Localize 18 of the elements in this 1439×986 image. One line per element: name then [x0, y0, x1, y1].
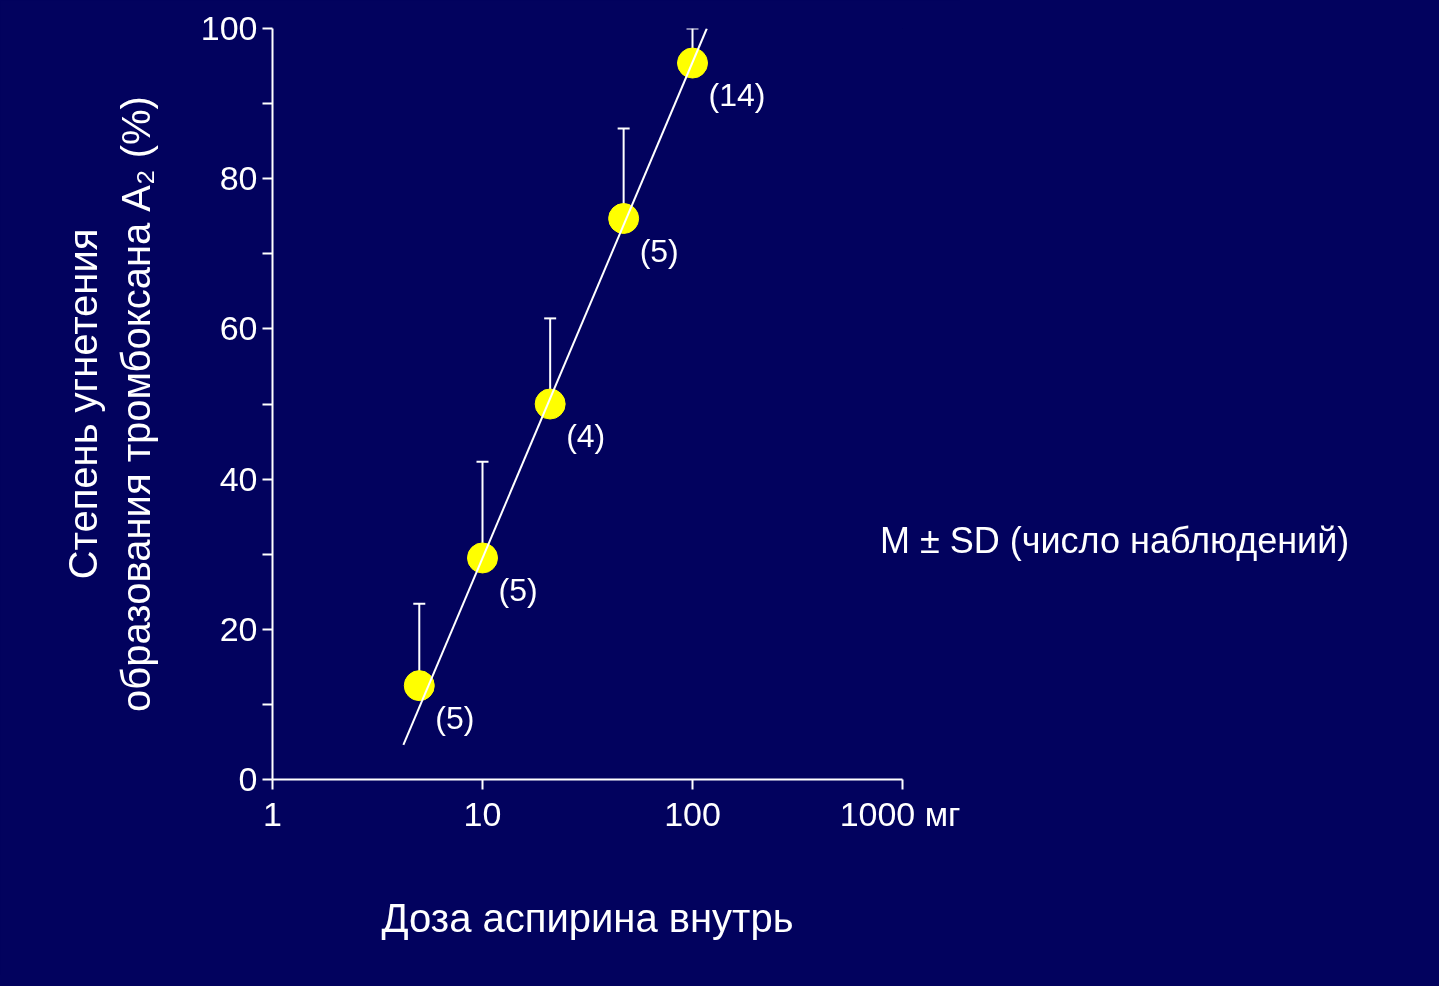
x-tick-label: 10 — [463, 794, 502, 833]
annotation: (5) — [639, 232, 679, 269]
x-tick-label: 1 — [263, 794, 282, 833]
x-tick-label: 100 — [664, 794, 721, 833]
y-tick-label: 0 — [238, 760, 258, 798]
annotation: (4) — [566, 418, 606, 454]
annotation: (14) — [708, 77, 766, 114]
annotation: (5) — [498, 571, 538, 608]
y-tick-label: 60 — [219, 309, 258, 348]
annotation: (5) — [435, 699, 475, 736]
y-tick-label: 100 — [200, 9, 258, 47]
y-tick-label: 40 — [219, 459, 258, 498]
y-tick-label: 80 — [219, 159, 258, 198]
x-axis-title: Доза аспирина внутрь — [381, 895, 794, 940]
annotation: M ± SD (число наблюдений) — [880, 519, 1350, 563]
y-axis-title: Степень угнетения образования тромбоксана A₂ (%) — [60, 96, 158, 712]
x-tick-label: 1000 мг — [839, 794, 961, 833]
y-tick-label: 20 — [219, 609, 258, 648]
